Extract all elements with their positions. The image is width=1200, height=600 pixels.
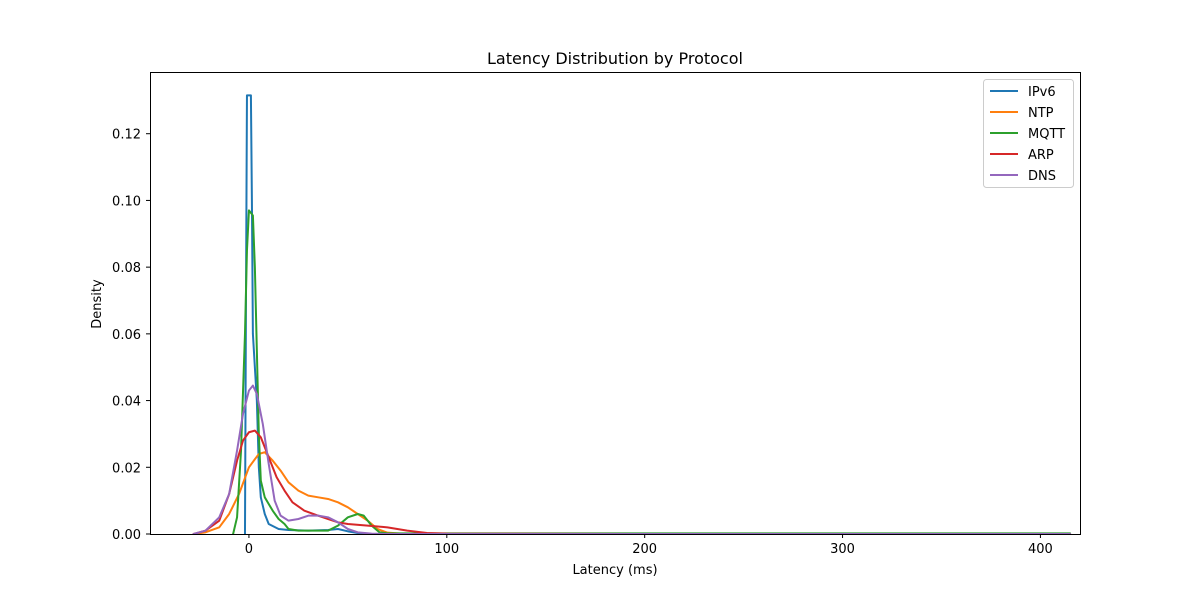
legend-label-ipv6: IPv6 [1028, 85, 1056, 100]
plot-frame [150, 72, 1081, 535]
y-axis-label: Density [90, 279, 105, 329]
x-tick-label: 0 [245, 542, 253, 557]
chart-title: Latency Distribution by Protocol [487, 49, 743, 68]
series-line-mqtt [232, 209, 1072, 535]
x-tick-label: 200 [632, 542, 657, 557]
y-tick-label: 0.04 [112, 395, 141, 410]
series-line-arp [192, 429, 1072, 535]
y-tick-label: 0.08 [112, 261, 141, 276]
y-tick-label: 0.02 [112, 461, 141, 476]
y-tick-label: 0.00 [112, 528, 141, 543]
y-axis: 0.00 0.02 0.04 0.06 0.08 0.10 0.12 [112, 128, 150, 543]
legend-box [983, 79, 1074, 188]
y-tick-label: 0.06 [112, 328, 141, 343]
x-axis: 0 100 200 300 400 [245, 534, 1053, 557]
legend: IPv6 NTP MQTT ARP DNS [983, 79, 1074, 188]
legend-label-ntp: NTP [1028, 106, 1054, 121]
x-axis-label: Latency (ms) [572, 563, 657, 578]
legend-label-arp: ARP [1028, 148, 1054, 163]
x-tick-label: 400 [1028, 542, 1053, 557]
series-line-dns [192, 384, 1072, 535]
y-tick-label: 0.12 [112, 128, 141, 143]
legend-label-mqtt: MQTT [1028, 127, 1065, 142]
y-tick-label: 0.10 [112, 194, 141, 209]
x-tick-label: 300 [830, 542, 855, 557]
legend-label-dns: DNS [1028, 169, 1056, 184]
x-tick-label: 100 [434, 542, 459, 557]
